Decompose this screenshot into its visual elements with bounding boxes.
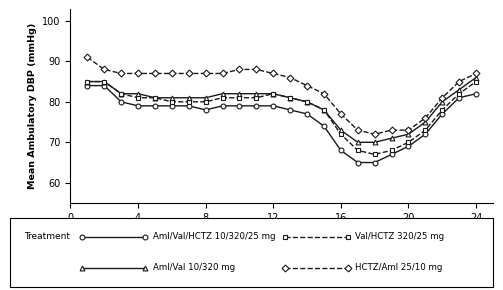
FancyBboxPatch shape: [10, 218, 493, 287]
Y-axis label: Mean Ambulatory DBP (mmHg): Mean Ambulatory DBP (mmHg): [28, 23, 37, 189]
Text: Val/HCTZ 320/25 mg: Val/HCTZ 320/25 mg: [355, 233, 445, 242]
Text: Aml/Val 10/320 mg: Aml/Val 10/320 mg: [152, 263, 234, 272]
X-axis label: Hours after Dosing: Hours after Dosing: [226, 228, 338, 238]
Text: Aml/Val/HCTZ 10/320/25 mg: Aml/Val/HCTZ 10/320/25 mg: [152, 233, 275, 242]
Text: Treatment: Treatment: [25, 233, 70, 242]
Text: HCTZ/Aml 25/10 mg: HCTZ/Aml 25/10 mg: [355, 263, 443, 272]
